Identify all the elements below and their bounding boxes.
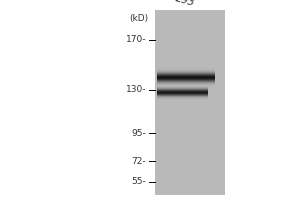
Text: 170-: 170- <box>125 36 146 45</box>
Text: 130-: 130- <box>125 86 146 95</box>
Text: 293: 293 <box>174 0 196 8</box>
Text: 72-: 72- <box>131 156 146 166</box>
Text: 55-: 55- <box>131 178 146 186</box>
Text: (kD): (kD) <box>129 14 148 23</box>
Text: 95-: 95- <box>131 129 146 138</box>
